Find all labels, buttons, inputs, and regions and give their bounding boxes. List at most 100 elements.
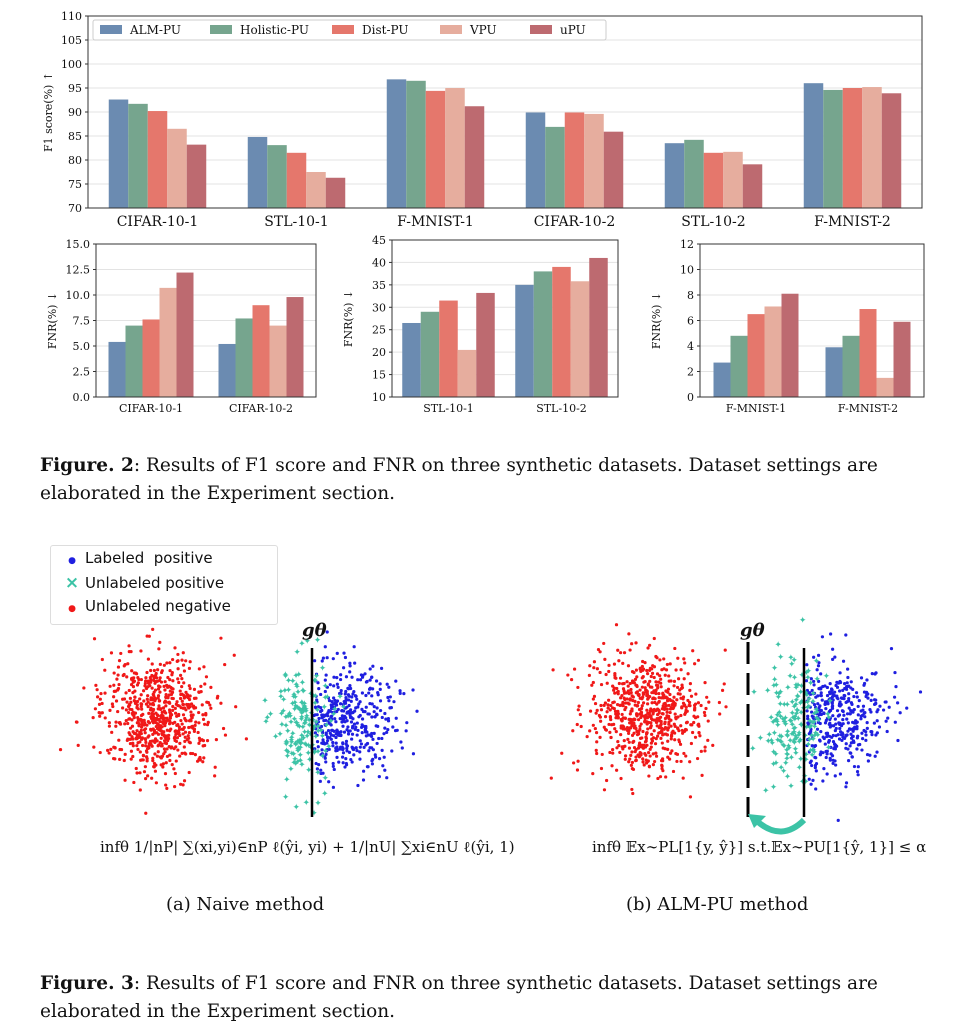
unlabeled-positive-point: ✦ — [272, 732, 280, 742]
unlabeled-positive-point: ✦ — [292, 760, 300, 770]
positive-point — [324, 752, 328, 756]
negative-point — [151, 627, 155, 632]
negative-point — [159, 670, 164, 675]
unlabeled-positive-point: ✦ — [283, 776, 291, 786]
unlabeled-positive-point: ✦ — [807, 722, 815, 732]
negative-point — [183, 735, 187, 739]
positive-point — [835, 685, 840, 689]
negative-point — [602, 788, 607, 792]
negative-point — [98, 697, 102, 701]
negative-point — [159, 736, 163, 740]
negative-point — [682, 677, 686, 681]
positive-point — [350, 732, 355, 736]
negative-point — [140, 725, 144, 729]
positive-point — [385, 730, 389, 735]
negative-point — [675, 759, 679, 764]
unlabeled-positive-point: ✦ — [772, 750, 780, 760]
unlabeled-positive-point: ✦ — [301, 699, 309, 709]
positive-point — [358, 745, 362, 749]
unlabeled-positive-point: ✦ — [295, 746, 303, 756]
unlabeled-positive-point: ✦ — [787, 717, 795, 727]
positive-point — [811, 716, 815, 720]
negative-point — [117, 682, 121, 687]
negative-point — [623, 707, 627, 712]
negative-point — [151, 756, 155, 760]
positive-point — [825, 685, 830, 690]
positive-point — [346, 732, 351, 736]
positive-point — [383, 711, 387, 716]
negative-point — [663, 732, 667, 736]
negative-point — [140, 736, 144, 740]
unlabeled-positive-point: ✦ — [284, 712, 292, 722]
negative-point — [628, 712, 632, 716]
positive-point — [828, 725, 832, 729]
negative-point — [630, 642, 634, 646]
positive-point — [393, 729, 398, 733]
positive-point — [364, 729, 368, 733]
negative-point — [154, 724, 158, 729]
positive-point — [327, 747, 331, 751]
positive-point — [844, 785, 848, 789]
negative-point — [678, 692, 682, 696]
negative-point — [168, 678, 172, 682]
positive-point — [862, 690, 867, 694]
negative-point — [135, 703, 139, 707]
positive-point — [326, 714, 330, 718]
negative-point — [702, 710, 707, 715]
negative-point — [138, 717, 143, 721]
negative-point — [672, 684, 676, 688]
negative-point — [644, 732, 649, 736]
bar-alm-pu-cifar-10-2 — [525, 112, 546, 208]
positive-point — [349, 715, 354, 720]
unlabeled-positive-point: ✦ — [286, 709, 294, 719]
negative-point — [697, 722, 701, 726]
negative-point — [156, 694, 161, 698]
positive-point — [846, 747, 850, 751]
negative-point — [673, 646, 677, 651]
negative-point — [146, 720, 150, 724]
positive-point — [319, 692, 323, 697]
negative-point — [569, 678, 574, 682]
positive-point — [844, 781, 849, 785]
positive-point — [332, 684, 336, 688]
positive-point — [846, 758, 851, 763]
unlabeled-positive-point: ✦ — [788, 698, 796, 708]
positive-point — [314, 761, 318, 766]
unlabeled-positive-point: ✦ — [775, 690, 783, 700]
unlabeled-positive-point: ✦ — [297, 743, 305, 753]
negative-point — [623, 754, 628, 758]
negative-point — [127, 644, 131, 648]
negative-point — [658, 674, 662, 678]
unlabeled-positive-point: ✦ — [302, 717, 310, 727]
positive-point — [323, 689, 327, 694]
negative-point — [599, 766, 604, 771]
negative-point — [150, 662, 154, 666]
unlabeled-positive-point: ✦ — [311, 723, 319, 733]
negative-point — [76, 743, 80, 747]
unlabeled-positive-point: ✦ — [314, 706, 322, 716]
negative-point — [645, 708, 649, 712]
negative-point — [95, 688, 99, 692]
positive-point — [352, 690, 356, 694]
negative-point — [654, 751, 658, 755]
positive-point — [360, 731, 364, 735]
positive-point — [332, 696, 336, 700]
unlabeled-positive-point: ✦ — [781, 718, 789, 728]
positive-point — [870, 672, 874, 676]
dot-icon: ● — [68, 556, 76, 566]
negative-point — [110, 702, 114, 706]
negative-point — [204, 675, 209, 679]
positive-point — [360, 725, 364, 730]
negative-point — [628, 681, 632, 686]
negative-point — [135, 744, 139, 748]
bar-dist-pu-cifar-10-1 — [147, 111, 168, 208]
positive-point — [320, 752, 324, 756]
negative-point — [161, 765, 165, 769]
negative-point — [169, 692, 174, 696]
unlabeled-positive-point: ✦ — [292, 671, 300, 681]
unlabeled-positive-point: ✦ — [810, 718, 818, 728]
negative-point — [135, 729, 139, 733]
negative-point — [623, 757, 627, 761]
negative-point — [657, 692, 661, 696]
negative-point — [619, 724, 623, 728]
